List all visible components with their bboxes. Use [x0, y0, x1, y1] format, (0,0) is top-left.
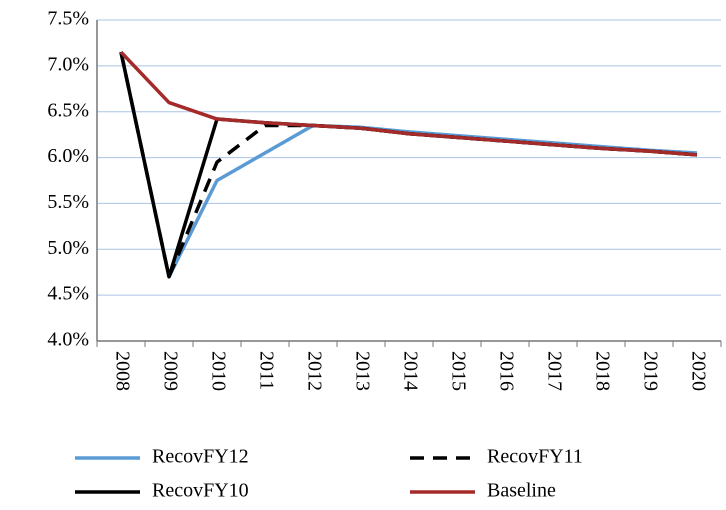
y-tick-label: 7.5%	[47, 8, 89, 30]
x-tick-label: 2011	[255, 351, 277, 390]
y-tick-label: 5.0%	[47, 237, 89, 259]
y-tick-label: 5.5%	[47, 191, 89, 213]
x-tick-label: 2017	[543, 351, 565, 391]
x-tick-label: 2012	[303, 351, 325, 391]
legend-label: Baseline	[487, 480, 556, 502]
y-tick-label: 6.0%	[47, 145, 89, 167]
series-line	[119, 51, 698, 279]
y-tick-label: 6.5%	[47, 99, 89, 121]
x-tick-label: 2016	[495, 351, 517, 391]
x-tick-label: 2010	[207, 351, 229, 391]
series-line	[119, 51, 698, 279]
x-tick-label: 2019	[639, 351, 661, 391]
y-tick-label: 4.0%	[47, 329, 89, 351]
y-tick-label: 7.0%	[47, 53, 89, 75]
series-line	[119, 50, 698, 157]
x-tick-label: 2018	[591, 351, 613, 391]
legend-label: RecovFY10	[152, 480, 249, 502]
y-tick-label: 4.5%	[47, 283, 89, 305]
x-tick-label: 2015	[447, 351, 469, 391]
x-tick-label: 2020	[687, 351, 709, 391]
x-tick-label: 2008	[111, 351, 133, 391]
x-tick-label: 2009	[159, 351, 181, 391]
x-tick-label: 2013	[351, 351, 373, 391]
x-tick-label: 2014	[399, 351, 421, 391]
series-line	[119, 51, 698, 279]
legend-label: RecovFY12	[152, 446, 249, 468]
legend-label: RecovFY11	[487, 446, 583, 468]
